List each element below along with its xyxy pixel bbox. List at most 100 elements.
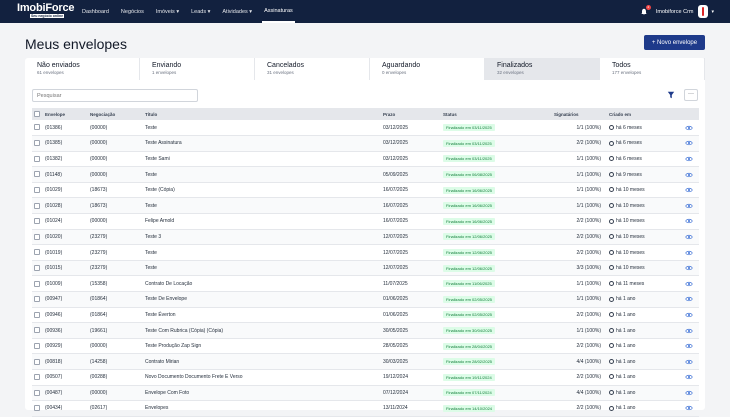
table-row[interactable]: (01015) (23279) Teste 12/07/2025 Finalizado … [32,260,699,277]
nav-item[interactable]: Assinaturas [262,0,295,23]
user-name[interactable]: Imobiforce Crm [655,8,694,15]
nav-item[interactable]: Atividades ▾ [222,8,253,15]
clock-icon [609,280,614,286]
row-checkbox[interactable] [34,405,40,412]
table-row[interactable]: (01019) (23279) Teste 12/07/2025 Finalizado … [32,244,699,261]
eye-icon[interactable] [685,281,693,287]
eye-icon[interactable] [685,218,693,224]
eye-icon[interactable] [685,328,693,334]
eye-icon[interactable] [685,125,693,131]
eye-icon[interactable] [685,187,693,193]
eye-icon[interactable] [685,296,693,302]
nav-item[interactable]: Dashboard [82,8,109,15]
eye-icon[interactable] [685,172,693,178]
status-badge: Finalizado em 03/11/2025 [443,155,495,163]
nav-item[interactable]: Negócios [120,8,144,15]
eye-icon[interactable] [685,234,693,240]
row-checkbox[interactable] [34,124,40,131]
tab-status[interactable]: Enviando 1 envelopes [140,58,255,80]
brand-logo[interactable]: ImobiForce Seu negócio online [17,3,74,18]
row-checkbox[interactable] [34,233,40,240]
row-checkbox[interactable] [34,187,40,193]
table-row[interactable]: (01385) (00000) Teste Assinatura 03/12/2025… [32,135,699,152]
table-row[interactable]: (00946) (01864) Teste Éverton 01/06/2025 Fin… [32,307,699,324]
cell-titulo: Envelopes [143,400,381,417]
row-checkbox[interactable] [34,296,40,303]
row-checkbox[interactable] [34,389,40,396]
eye-icon[interactable] [685,140,693,146]
row-checkbox[interactable] [34,358,40,365]
status-badge: Finalizado em 07/11/2024 [443,389,495,397]
tab-status[interactable]: Todos 177 envelopes [600,58,705,80]
eye-icon[interactable] [685,405,693,411]
nav-item[interactable]: Leads ▾ [191,8,211,15]
nav-item[interactable]: Imóveis ▾ [155,8,180,15]
table-row[interactable]: (00936) (19661) Teste Com Rubrica (Cópia) … [32,322,699,339]
eye-icon[interactable] [685,374,693,380]
row-checkbox[interactable] [34,202,40,209]
cell-negociacao: (18673) [88,182,143,199]
table-header: Envelope Negociação Título Prazo Status … [32,108,699,120]
table-row[interactable]: (00487) (00000) Envelope Com Foto 07/12/202… [32,385,699,402]
eye-icon[interactable] [685,359,693,365]
chevron-down-icon[interactable]: ▾ [711,8,714,15]
table-row[interactable]: (01024) (00000) Felipe Arnold 16/07/2025 Fin… [32,213,699,230]
table-row[interactable]: (01029) (18673) Teste (Cópia) 16/07/2025 Fin… [32,182,699,199]
col-signatarios[interactable]: Signatários [552,108,607,120]
eye-icon[interactable] [685,312,693,318]
row-checkbox[interactable] [34,218,40,225]
clock-icon [609,265,614,271]
bell-icon[interactable]: 2 [640,4,651,16]
table-row[interactable]: (00947) (01864) Teste De Envelope 01/06/202… [32,291,699,308]
col-titulo[interactable]: Título [143,108,381,120]
table-row[interactable]: (01020) (23279) Teste 3 12/07/2025 Finalizad… [32,229,699,246]
col-envelope[interactable]: Envelope [43,108,88,120]
cell-titulo: Teste [143,260,381,277]
row-checkbox[interactable] [34,249,40,256]
row-checkbox[interactable] [34,280,40,287]
more-options-button[interactable]: ··· [684,89,698,101]
table-row[interactable]: (00929) (00000) Teste Produção Zap Sign 28/… [32,338,699,355]
table-row[interactable]: (01382) (00000) Teste Sami 03/12/2025 Finali… [32,151,699,168]
eye-icon[interactable] [685,203,693,209]
cell-prazo: 28/05/2025 [381,338,441,355]
col-criado[interactable]: Criado em [607,108,675,120]
table-row[interactable]: (01009) (15358) Contrato De Locação 11/07/2… [32,275,699,293]
table-row[interactable]: (00818) (14258) Contrato Mirian 30/03/2025 F… [32,353,699,370]
eye-icon[interactable] [685,390,693,396]
tab-status[interactable]: Aguardando 0 envelopes [370,58,485,80]
eye-icon[interactable] [685,156,693,162]
row-checkbox[interactable] [34,327,40,334]
table-row[interactable]: (01386) (00000) Teste 03/12/2025 Finalizado … [32,120,699,137]
row-checkbox[interactable] [34,311,40,318]
eye-icon[interactable] [685,343,693,349]
cell-titulo: Teste Com Rubrica (Cópia) (Cópia) [143,322,381,339]
row-checkbox[interactable] [34,374,40,381]
tab-status[interactable]: Finalizados 32 envelopes [485,58,600,80]
tab-status[interactable]: Cancelados 31 envelopes [255,58,370,80]
row-checkbox[interactable] [34,342,40,349]
filter-icon[interactable] [667,91,675,99]
row-checkbox[interactable] [34,264,40,271]
table-row[interactable]: (00507) (00288) Novo Documento Documento F… [32,369,699,386]
search-input[interactable] [32,89,198,102]
col-status[interactable]: Status [441,108,552,120]
table-row[interactable]: (01028) (18673) Teste 16/07/2025 Finalizado … [32,197,699,215]
row-checkbox[interactable] [34,155,40,162]
new-envelope-button[interactable]: + Novo envelope [644,35,705,50]
cell-prazo: 11/07/2025 [381,275,441,293]
col-prazo[interactable]: Prazo [381,108,441,120]
tab-status[interactable]: Não enviados 61 envelopes [25,58,140,80]
eye-icon[interactable] [685,265,693,271]
select-all-checkbox[interactable] [34,111,40,117]
row-checkbox[interactable] [34,140,40,147]
cell-titulo: Teste 3 [143,229,381,246]
cell-titulo: Felipe Arnold [143,213,381,230]
row-checkbox[interactable] [34,171,40,178]
avatar[interactable] [698,5,709,18]
table-row[interactable]: (00434) (02617) Envelopes 13/11/2024 Finaliz… [32,400,699,417]
table-row[interactable]: (01148) (00000) Teste 05/09/2025 Finalizado … [32,166,699,183]
col-negociacao[interactable]: Negociação [88,108,143,120]
eye-icon[interactable] [685,250,693,256]
cell-envelope: (01028) [43,197,88,215]
